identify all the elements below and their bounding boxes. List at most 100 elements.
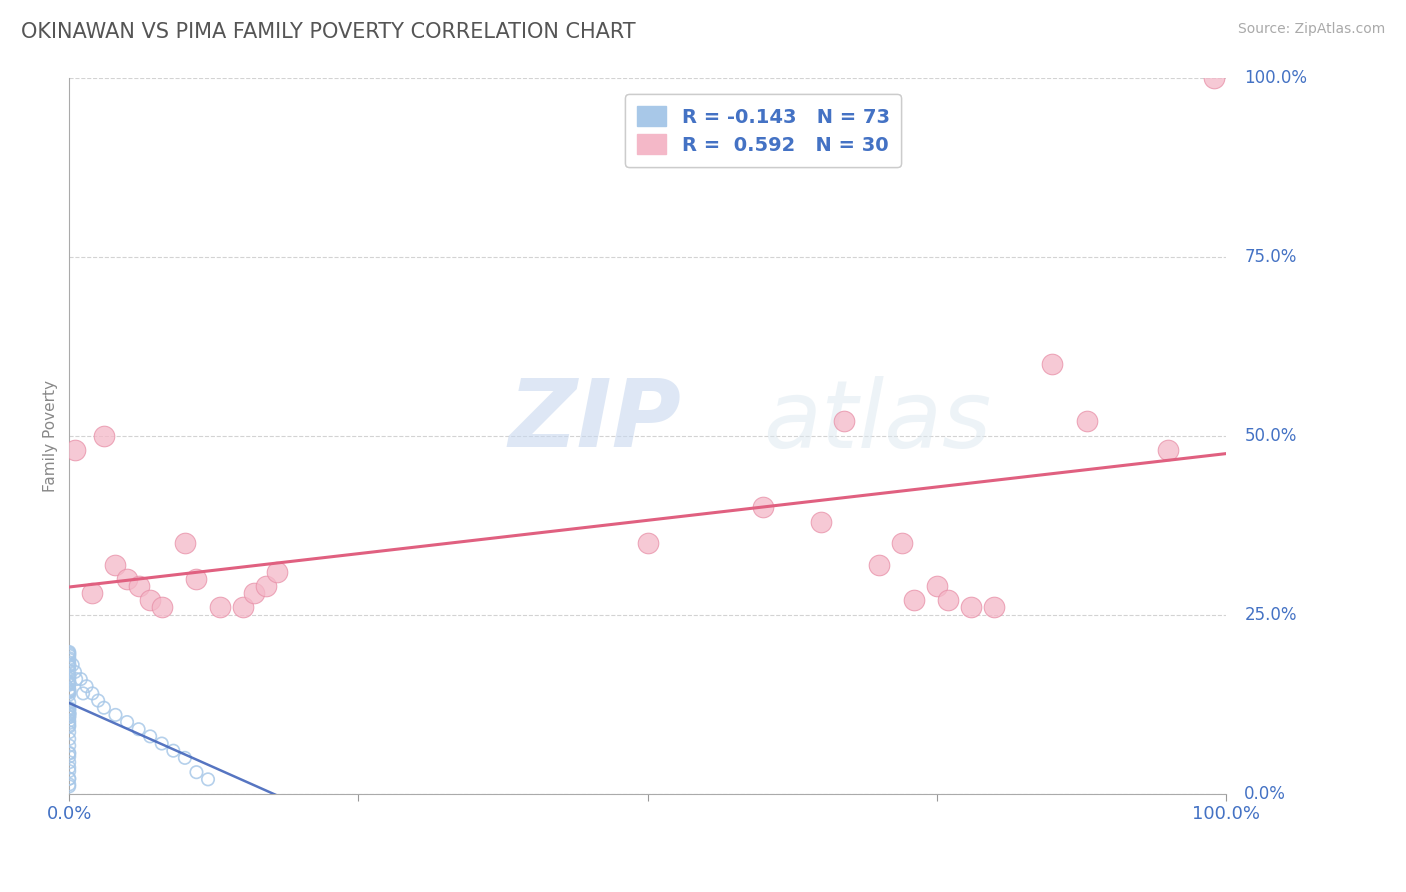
Point [93,428,115,442]
Point [58,705,80,719]
Text: 50.0%: 50.0% [1244,426,1296,444]
Point [173,751,195,765]
Point [115,572,138,586]
Point [58,756,80,770]
Point [58,710,80,724]
Point [58,681,80,696]
Point [232,600,254,615]
Point [810,515,832,529]
Text: 0.0%: 0.0% [1244,785,1286,803]
Point [983,600,1005,615]
Point [832,414,855,428]
Point [58,706,80,721]
Point [150,600,173,615]
Point [936,593,959,607]
Point [139,730,162,744]
Point [58,715,80,730]
Point [266,565,288,579]
Point [87,693,110,707]
Point [58,659,80,673]
Point [162,744,184,758]
Point [58,648,80,662]
Point [82,686,104,700]
Point [58,676,80,690]
Point [115,714,138,729]
Point [58,706,80,721]
Point [58,684,80,698]
Point [752,500,775,515]
Point [58,656,80,670]
Point [58,739,80,753]
Point [58,677,80,691]
Point [243,586,266,600]
Point [58,659,80,673]
Point [58,708,80,723]
Point [58,646,80,660]
Point [58,772,80,786]
Point [58,747,80,761]
Point [903,593,925,607]
Point [58,683,80,698]
Point [58,725,80,739]
Point [208,600,231,615]
Text: 100.0%: 100.0% [1244,69,1308,87]
Y-axis label: Family Poverty: Family Poverty [44,380,58,491]
Point [58,761,80,775]
Point [1076,414,1098,428]
Point [58,777,80,791]
Point [58,706,80,721]
Point [58,675,80,690]
Point [58,714,80,728]
Text: OKINAWAN VS PIMA FAMILY POVERTY CORRELATION CHART: OKINAWAN VS PIMA FAMILY POVERTY CORRELAT… [21,22,636,42]
Point [72,686,94,700]
Point [58,664,80,678]
Point [58,710,80,724]
Point [1204,70,1226,85]
Point [58,669,80,683]
Point [58,674,80,689]
Point [63,442,86,457]
Point [150,737,173,751]
Point [58,657,80,672]
Point [1040,357,1063,371]
Point [58,706,80,721]
Point [139,593,162,607]
Point [58,749,80,764]
Point [254,579,277,593]
Point [925,579,948,593]
Point [58,645,80,659]
Point [58,772,80,786]
Point [58,678,80,692]
Point [58,720,80,734]
Point [197,772,219,787]
Point [868,558,890,572]
Point [65,672,87,686]
Point [104,558,127,572]
Point [637,536,659,550]
Point [58,688,80,702]
Point [58,672,80,686]
Point [58,703,80,717]
Point [58,695,80,709]
Point [76,679,98,693]
Point [58,746,80,760]
Point [128,723,150,737]
Point [82,586,104,600]
Point [1157,442,1180,457]
Point [186,572,208,586]
Point [128,579,150,593]
Point [891,536,914,550]
Point [63,665,86,679]
Point [58,764,80,778]
Point [58,648,80,663]
Point [58,669,80,683]
Point [58,651,80,665]
Point [58,701,80,715]
Point [58,685,80,699]
Point [62,657,84,672]
Point [58,780,80,794]
Legend: R = -0.143   N = 73, R =  0.592   N = 30: R = -0.143 N = 73, R = 0.592 N = 30 [626,95,901,167]
Point [58,718,80,732]
Point [186,765,208,780]
Text: Source: ZipAtlas.com: Source: ZipAtlas.com [1237,22,1385,37]
